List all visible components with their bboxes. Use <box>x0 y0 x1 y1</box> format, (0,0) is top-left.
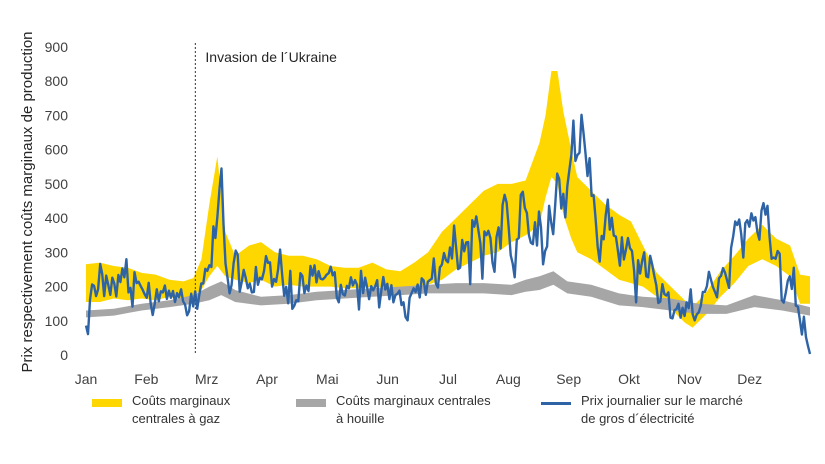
x-tick-label: Feb <box>134 371 158 387</box>
x-tick-label: Okt <box>618 371 640 387</box>
legend-label-price: Prix journalier sur le marché de gros d´… <box>581 393 743 426</box>
y-tick-label: 300 <box>45 244 69 260</box>
legend-swatch-gas <box>92 399 122 407</box>
x-tick-label: Mrz <box>195 371 218 387</box>
x-tick-label: Dez <box>737 371 762 387</box>
x-tick-label: Aug <box>496 371 521 387</box>
x-tick-label: Jul <box>439 371 457 387</box>
band-layer <box>86 71 810 328</box>
y-tick-label: 900 <box>45 39 69 55</box>
chart-svg: 0 100 200 300 400 500 600 700 800 900 Jan Feb Mrz Apr… <box>19 31 812 387</box>
line-layer <box>84 113 812 355</box>
x-tick-label: Apr <box>256 371 278 387</box>
x-tick-label: Jun <box>376 371 399 387</box>
legend-item-price: Prix journalier sur le marché de gros d´… <box>541 392 743 432</box>
y-tick-label: 100 <box>45 313 69 329</box>
legend-swatch-coal <box>296 399 326 407</box>
coal-cost-band <box>86 271 810 318</box>
x-tick-label: Sep <box>556 371 581 387</box>
y-tick-label: 400 <box>45 210 69 226</box>
y-tick-label: 800 <box>45 73 69 89</box>
legend-label-gas: Coûts marginaux centrales à gaz <box>132 393 231 426</box>
legend-item-gas: Coûts marginaux centrales à gaz <box>92 392 230 432</box>
axes-layer: 0 100 200 300 400 500 600 700 800 900 Jan Feb Mrz Apr… <box>19 31 762 387</box>
y-tick-label: 700 <box>45 107 69 123</box>
legend-label-coal: Coûts marginaux centrales à houille <box>336 393 491 426</box>
y-tick-label: 0 <box>60 347 68 363</box>
legend-swatch-price <box>541 402 571 405</box>
y-axis-label: Prix respectivement coûts marginaux de p… <box>19 31 36 372</box>
legend-item-coal: Coûts marginaux centrales à houille <box>296 392 491 432</box>
x-tick-label: Mai <box>316 371 339 387</box>
annotation-label: Invasion de l´Ukraine <box>205 49 337 65</box>
y-tick-label: 200 <box>45 279 69 295</box>
x-tick-label: Nov <box>677 371 702 387</box>
y-tick-label: 500 <box>45 176 69 192</box>
y-tick-label: 600 <box>45 142 69 158</box>
electricity-price-line <box>84 113 812 355</box>
x-tick-label: Jan <box>75 371 98 387</box>
